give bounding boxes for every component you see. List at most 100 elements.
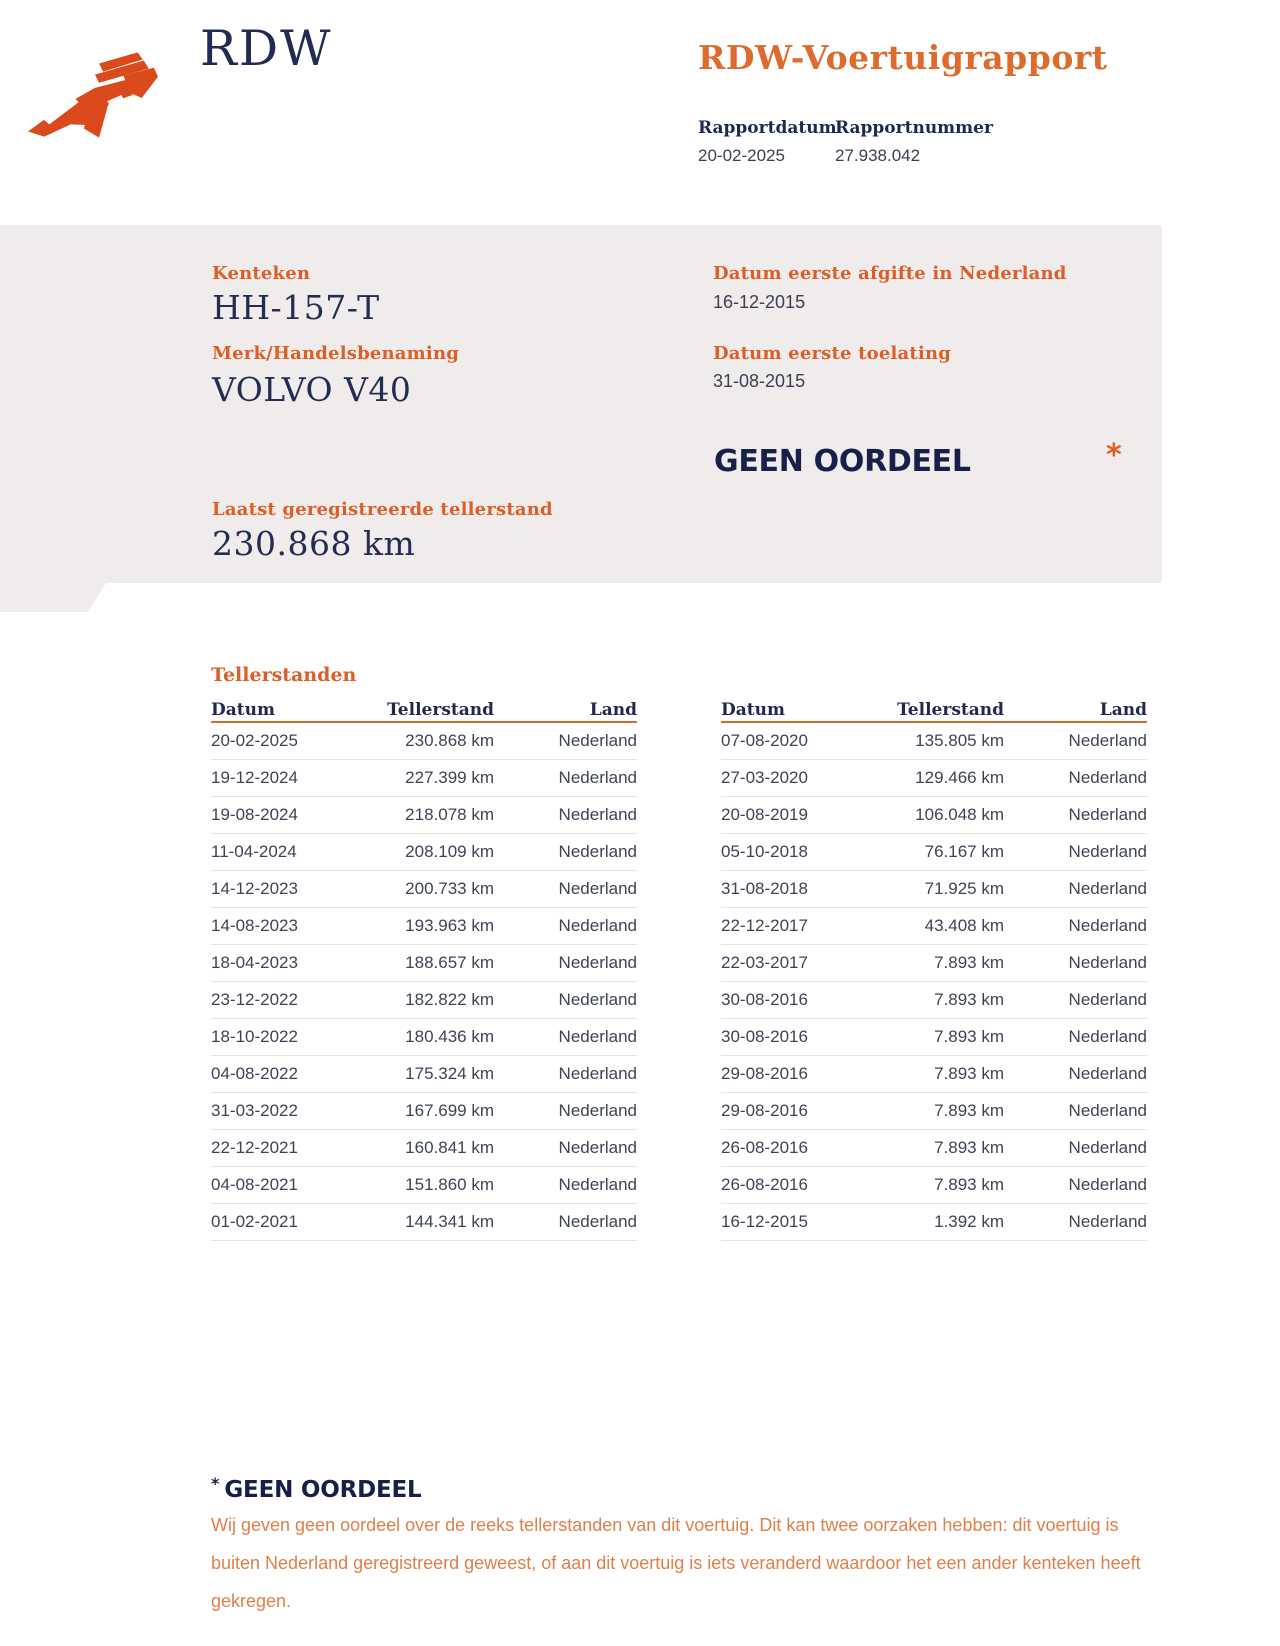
table-cell: Nederland bbox=[1068, 916, 1147, 935]
table-row: 23-12-2022 182.822 km Nederland bbox=[211, 982, 637, 1019]
column-header-land: Land bbox=[1099, 700, 1147, 720]
table-cell: Nederland bbox=[558, 768, 637, 787]
column-header-land: Land bbox=[589, 700, 637, 720]
table-cell: 20-08-2019 bbox=[721, 805, 808, 824]
table-cell: 43.408 km bbox=[924, 916, 1004, 935]
tellerstanden-table-right: Datum Tellerstand Land 07-08-2020 135.805… bbox=[721, 699, 1147, 1241]
footnote-title: GEEN OORDEEL bbox=[224, 1477, 422, 1503]
table-cell: Nederland bbox=[1068, 1212, 1147, 1231]
table-cell: Nederland bbox=[558, 1175, 637, 1194]
table-row: 18-04-2023 188.657 km Nederland bbox=[211, 945, 637, 982]
table-cell: 29-08-2016 bbox=[721, 1064, 808, 1083]
table-cell: Nederland bbox=[558, 1027, 637, 1046]
table-cell: 230.868 km bbox=[405, 731, 494, 750]
afgifte-value: 16-12-2015 bbox=[713, 292, 806, 312]
verdict-asterisk: * bbox=[1106, 438, 1122, 473]
table-row: 04-08-2021 151.860 km Nederland bbox=[211, 1167, 637, 1204]
table-cell: Nederland bbox=[1068, 768, 1147, 787]
column-header-tellerstand: Tellerstand bbox=[897, 700, 1004, 720]
table-row: 30-08-2016 7.893 km Nederland bbox=[721, 1019, 1147, 1056]
table-cell: 160.841 km bbox=[405, 1138, 494, 1157]
tellerstanden-table-left: Datum Tellerstand Land 20-02-2025 230.868… bbox=[211, 699, 637, 1241]
table-cell: Nederland bbox=[558, 990, 637, 1009]
table-cell: 200.733 km bbox=[405, 879, 494, 898]
table-cell: 71.925 km bbox=[924, 879, 1004, 898]
table-cell: 18-10-2022 bbox=[211, 1027, 298, 1046]
table-cell: 22-12-2021 bbox=[211, 1138, 298, 1157]
report-number-label: Rapportnummer bbox=[835, 118, 993, 138]
table-cell: 7.893 km bbox=[934, 1138, 1004, 1157]
table-cell: 19-08-2024 bbox=[211, 805, 298, 824]
table-cell: 227.399 km bbox=[405, 768, 494, 787]
table-row: 22-12-2021 160.841 km Nederland bbox=[211, 1130, 637, 1167]
table-cell: 129.466 km bbox=[915, 768, 1004, 787]
table-row: 01-02-2021 144.341 km Nederland bbox=[211, 1204, 637, 1241]
footnote-text: Wij geven geen oordeel over de reeks tel… bbox=[211, 1515, 1141, 1611]
table-cell: 05-10-2018 bbox=[721, 842, 808, 861]
page-title: RDW-Voertuigrapport bbox=[698, 38, 1108, 77]
merk-value: VOLVO V40 bbox=[212, 370, 412, 409]
table-cell: 7.893 km bbox=[934, 1027, 1004, 1046]
table-row: 26-08-2016 7.893 km Nederland bbox=[721, 1130, 1147, 1167]
table-cell: 11-04-2024 bbox=[211, 842, 297, 861]
footnote-heading: * GEEN OORDEEL bbox=[211, 1474, 422, 1503]
table-row: 31-08-2018 71.925 km Nederland bbox=[721, 871, 1147, 908]
table-cell: 19-12-2024 bbox=[211, 768, 298, 787]
column-header-tellerstand: Tellerstand bbox=[387, 700, 494, 720]
table-cell: Nederland bbox=[558, 1101, 637, 1120]
table-cell: 7.893 km bbox=[934, 1101, 1004, 1120]
table-cell: 07-08-2020 bbox=[721, 731, 808, 750]
toelating-value: 31-08-2015 bbox=[713, 371, 806, 391]
table-row: 07-08-2020 135.805 km Nederland bbox=[721, 723, 1147, 760]
table-cell: Nederland bbox=[1068, 990, 1147, 1009]
table-cell: Nederland bbox=[558, 916, 637, 935]
table-cell: 135.805 km bbox=[915, 731, 1004, 750]
table-cell: 144.341 km bbox=[405, 1212, 494, 1231]
table-cell: 7.893 km bbox=[934, 1064, 1004, 1083]
table-row: 29-08-2016 7.893 km Nederland bbox=[721, 1093, 1147, 1130]
table-row: 27-03-2020 129.466 km Nederland bbox=[721, 760, 1147, 797]
verdict-text: GEEN OORDEEL bbox=[714, 444, 971, 479]
table-row: 04-08-2022 175.324 km Nederland bbox=[211, 1056, 637, 1093]
table-header-row: Datum Tellerstand Land bbox=[211, 699, 637, 723]
table-cell: 193.963 km bbox=[405, 916, 494, 935]
table-cell: 26-08-2016 bbox=[721, 1175, 808, 1194]
table-cell: Nederland bbox=[558, 879, 637, 898]
table-cell: 1.392 km bbox=[934, 1212, 1004, 1231]
afgifte-label: Datum eerste afgifte in Nederland bbox=[713, 263, 1067, 284]
table-cell: 175.324 km bbox=[405, 1064, 494, 1083]
table-cell: Nederland bbox=[558, 1138, 637, 1157]
table-cell: 188.657 km bbox=[405, 953, 494, 972]
table-row: 31-03-2022 167.699 km Nederland bbox=[211, 1093, 637, 1130]
table-cell: Nederland bbox=[558, 1212, 637, 1231]
table-cell: 7.893 km bbox=[934, 1175, 1004, 1194]
table-row: 22-03-2017 7.893 km Nederland bbox=[721, 945, 1147, 982]
table-cell: Nederland bbox=[558, 953, 637, 972]
kenteken-value: HH-157-T bbox=[212, 288, 380, 327]
table-cell: 31-08-2018 bbox=[721, 879, 808, 898]
table-row: 14-08-2023 193.963 km Nederland bbox=[211, 908, 637, 945]
table-cell: 180.436 km bbox=[405, 1027, 494, 1046]
table-cell: 26-08-2016 bbox=[721, 1138, 808, 1157]
table-row: 16-12-2015 1.392 km Nederland bbox=[721, 1204, 1147, 1241]
table-cell: Nederland bbox=[1068, 842, 1147, 861]
table-cell: Nederland bbox=[1068, 953, 1147, 972]
table-cell: 23-12-2022 bbox=[211, 990, 298, 1009]
table-cell: Nederland bbox=[1068, 879, 1147, 898]
table-row: 05-10-2018 76.167 km Nederland bbox=[721, 834, 1147, 871]
table-cell: 7.893 km bbox=[934, 953, 1004, 972]
table-cell: 182.822 km bbox=[405, 990, 494, 1009]
toelating-label: Datum eerste toelating bbox=[713, 343, 952, 364]
table-row: 19-08-2024 218.078 km Nederland bbox=[211, 797, 637, 834]
table-cell: 27-03-2020 bbox=[721, 768, 808, 787]
table-row: 14-12-2023 200.733 km Nederland bbox=[211, 871, 637, 908]
report-number-value: 27.938.042 bbox=[835, 146, 921, 165]
table-cell: 22-12-2017 bbox=[721, 916, 808, 935]
table-row: 20-02-2025 230.868 km Nederland bbox=[211, 723, 637, 760]
rdw-logo-icon bbox=[28, 52, 158, 138]
column-header-datum: Datum bbox=[211, 700, 275, 720]
table-cell: Nederland bbox=[558, 805, 637, 824]
table-cell: 30-08-2016 bbox=[721, 1027, 808, 1046]
table-row: 20-08-2019 106.048 km Nederland bbox=[721, 797, 1147, 834]
